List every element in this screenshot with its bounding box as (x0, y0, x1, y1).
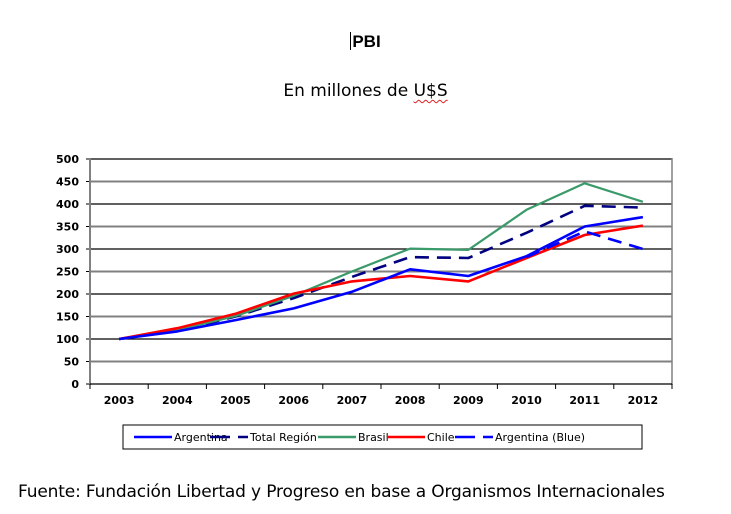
x-tick-label: 2005 (220, 394, 251, 407)
y-tick-label: 100 (56, 333, 79, 346)
y-tick-label: 250 (56, 266, 79, 279)
subtitle-currency: U$S (413, 81, 448, 101)
x-tick-label: 2009 (453, 394, 484, 407)
x-tick-label: 2003 (104, 394, 135, 407)
x-tick-label: 2004 (162, 394, 193, 407)
chart-subtitle: En millones de U$S (0, 81, 731, 101)
y-tick-label: 350 (56, 221, 79, 234)
x-tick-label: 2011 (569, 394, 600, 407)
legend-item-argentina: Argentina (134, 431, 228, 444)
y-tick-labels: 0 50 100 150 200 250 300 350 400 450 500 (56, 153, 79, 391)
gridlines (90, 158, 672, 363)
legend-item-total-regi-n: Total Región (210, 431, 317, 444)
y-tick-label: 200 (56, 288, 79, 301)
legend-item-argentina-blue: Argentina (Blue) (455, 431, 585, 444)
legend-label: Brasil (358, 431, 389, 444)
legend: Argentina Total Región Brasil Chile Argentin… (122, 424, 643, 450)
axes (86, 158, 673, 389)
y-tick-label: 300 (56, 243, 79, 256)
x-tick-labels: 2003 2004 2005 2006 2007 2008 2009 2010 2011 2012 (104, 394, 658, 407)
legend-item-brasil: Brasil (318, 431, 389, 444)
y-tick-label: 150 (56, 311, 79, 324)
y-tick-label: 50 (64, 356, 80, 369)
legend-label: Argentina (174, 431, 228, 444)
x-tick-label: 2007 (337, 394, 368, 407)
chart-title: PBI (0, 32, 731, 52)
legend-label: Total Región (249, 431, 317, 444)
x-tick-label: 2008 (395, 394, 426, 407)
x-tick-label: 2012 (628, 394, 659, 407)
text-cursor (350, 32, 352, 50)
y-tick-label: 500 (56, 153, 79, 166)
legend-item-chile: Chile (387, 431, 455, 444)
x-tick-label: 2010 (511, 394, 542, 407)
y-tick-label: 450 (56, 176, 79, 189)
y-tick-label: 400 (56, 198, 79, 211)
subtitle-prefix: En millones de (283, 81, 414, 101)
series-lines (118, 182, 644, 341)
x-tick-label: 2006 (278, 394, 309, 407)
legend-label: Chile (427, 431, 455, 444)
y-tick-label: 0 (71, 378, 79, 391)
chart-title-text: PBI (352, 32, 381, 51)
series-line-chile (118, 224, 644, 341)
series-line-argentina (118, 215, 644, 341)
series-line-brasil (118, 182, 644, 341)
legend-box (122, 424, 643, 450)
source-note: Fuente: Fundación Libertad y Progreso en… (18, 482, 665, 502)
legend-label: Argentina (Blue) (495, 431, 585, 444)
